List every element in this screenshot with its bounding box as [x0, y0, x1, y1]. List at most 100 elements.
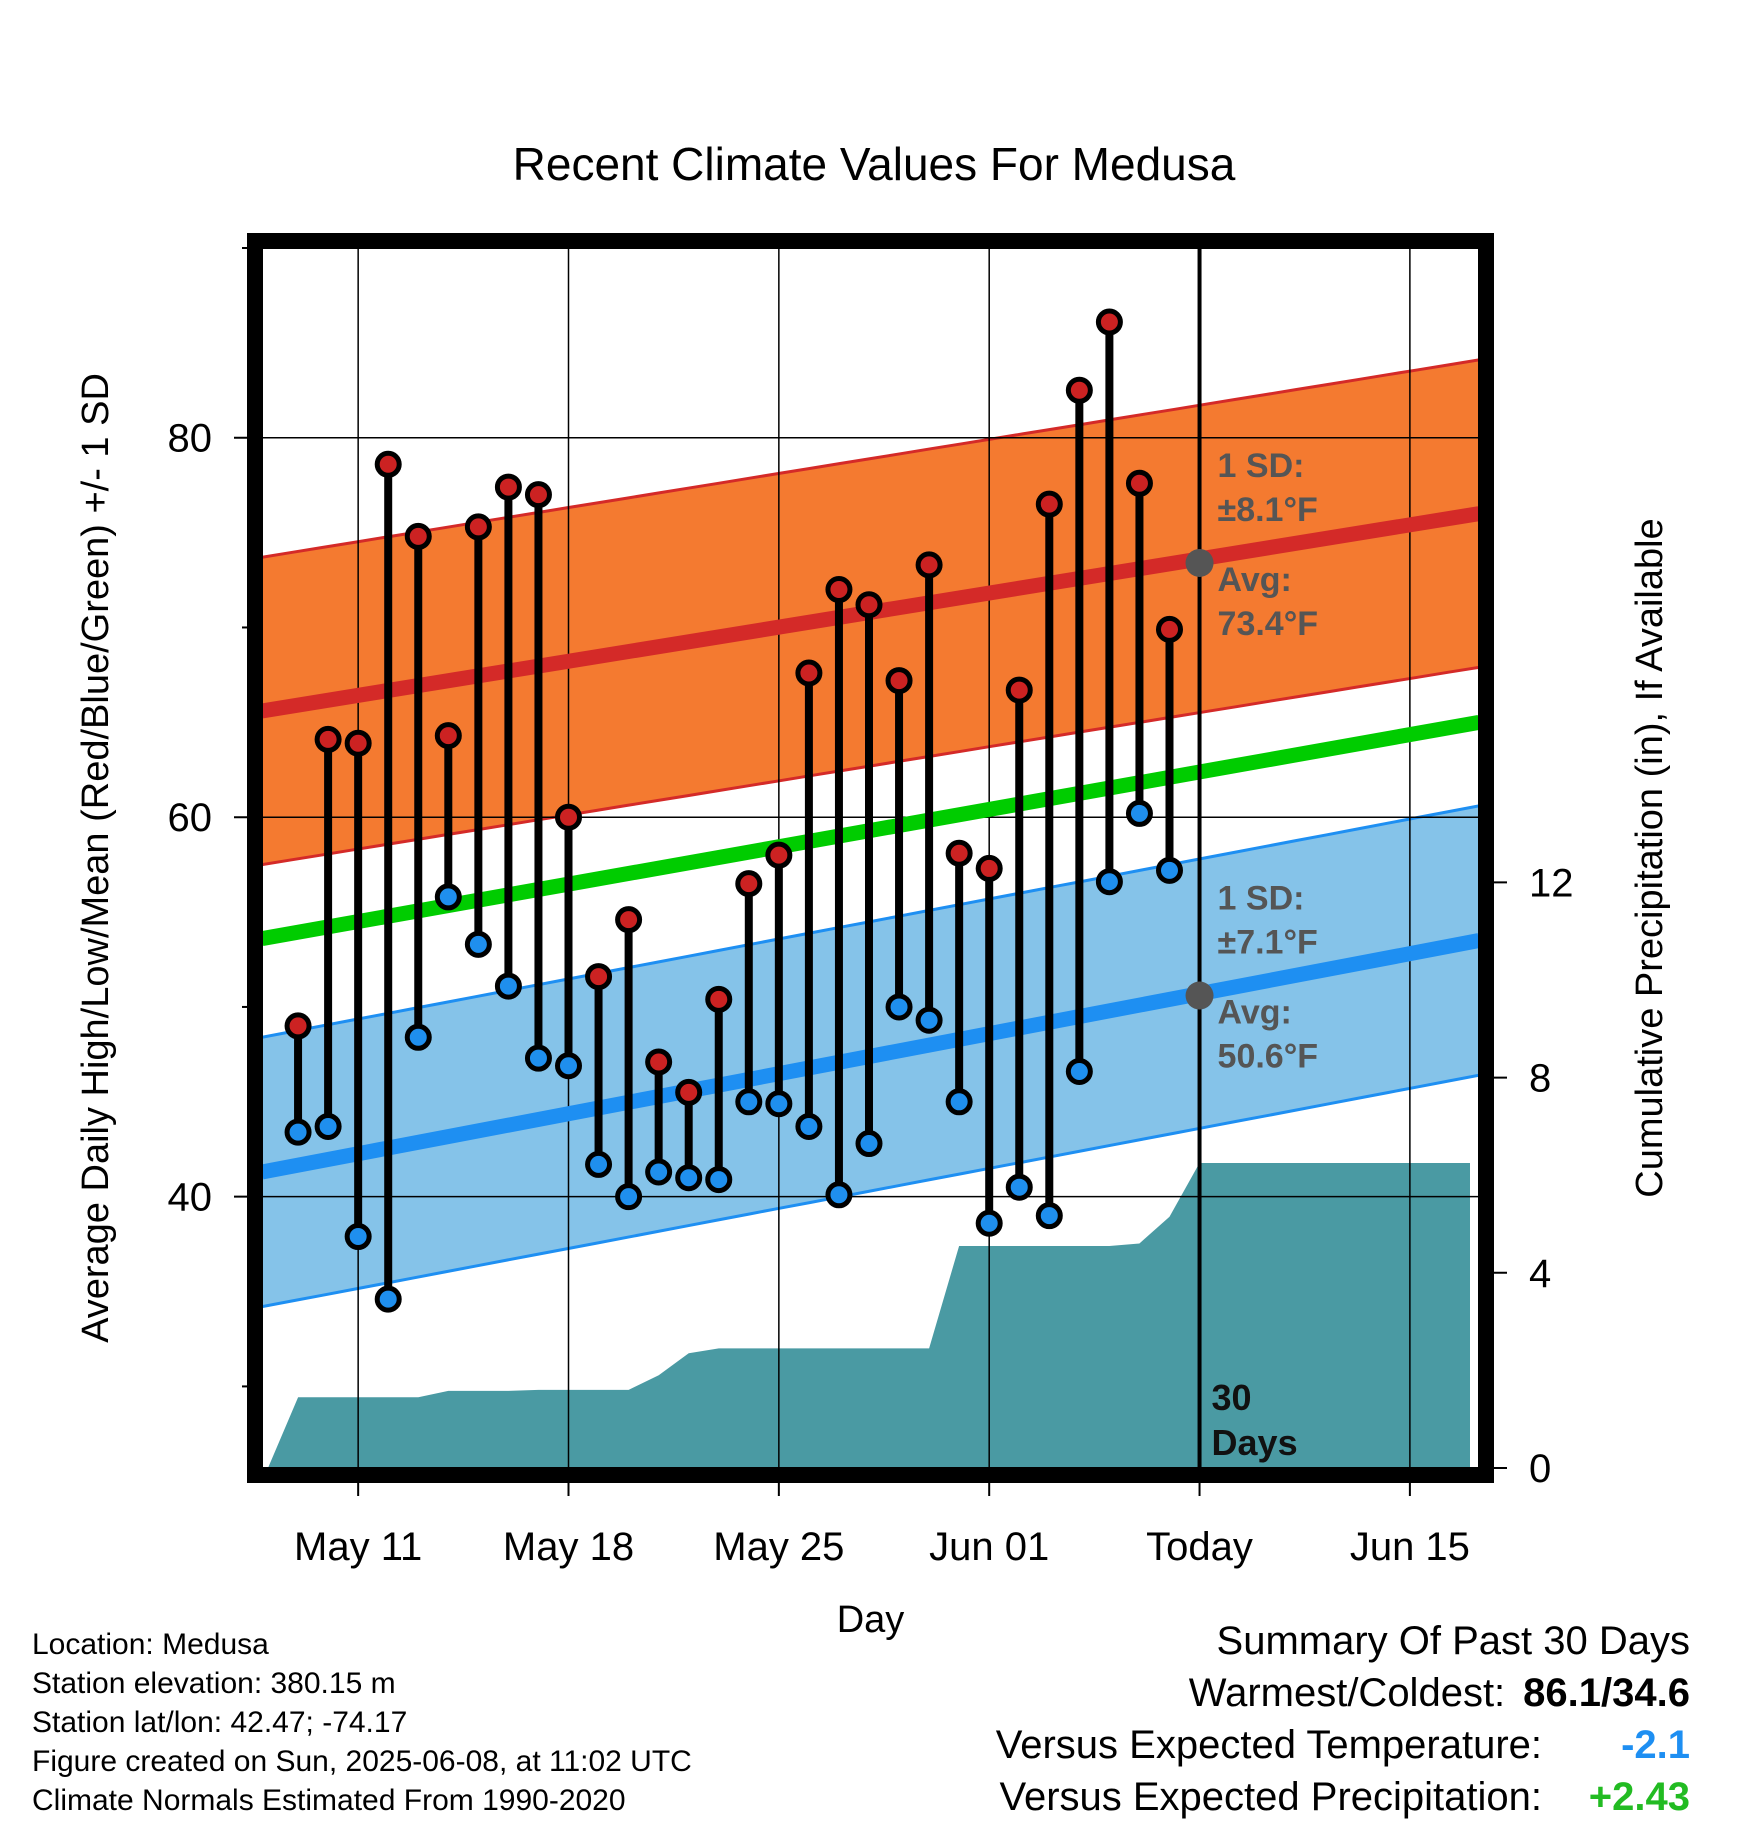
y-axis-label: Average Daily High/Low/Mean (Red/Blue/Gr… [75, 373, 117, 1343]
high-point-25 [765, 841, 793, 869]
high-point-10 [314, 725, 342, 753]
precip-label: Versus Expected Precipitation: [999, 1775, 1542, 1819]
high-point-29 [885, 667, 913, 695]
high-point-14 [434, 722, 462, 750]
y2-tick-label-3: 12 [1529, 861, 1574, 905]
low-avg-value: 50.6°F [1218, 1038, 1319, 1076]
high-point-19 [585, 963, 613, 991]
x-axis-label: Day [837, 1599, 905, 1641]
warmest-value: 86.1/34.6 [1523, 1671, 1690, 1715]
y2-tick-label-0: 0 [1529, 1447, 1551, 1491]
low-point-16 [494, 972, 522, 1000]
y-tick-label-2: 80 [168, 417, 213, 461]
low-point-9 [284, 1118, 312, 1146]
high-sd-label: 1 SD: [1218, 447, 1305, 485]
low-point-12 [374, 1285, 402, 1313]
precip-value: +2.43 [1588, 1775, 1690, 1819]
high-point-38 [1155, 615, 1183, 643]
low-point-36 [1095, 868, 1123, 896]
low-point-23 [705, 1166, 733, 1194]
low-point-20 [615, 1183, 643, 1211]
low-point-13 [404, 1023, 432, 1051]
normals-text: Climate Normals Estimated From 1990-2020 [32, 1784, 626, 1817]
summary-heading: Summary Of Past 30 Days [1216, 1619, 1690, 1663]
low-point-10 [314, 1112, 342, 1140]
y2-tick-label-1: 4 [1529, 1252, 1551, 1296]
high-point-21 [645, 1048, 673, 1076]
window-number: 30 [1212, 1377, 1252, 1418]
low-point-11 [344, 1223, 372, 1251]
chart-title: Recent Climate Values For Medusa [513, 138, 1236, 190]
axes: May 11 May 18 May 25 Jun 01 Today Jun 15Day40… [75, 233, 1671, 1641]
latlon-text: Station lat/lon: 42.47; -74.17 [32, 1706, 408, 1739]
high-point-27 [825, 576, 853, 604]
low-sd-value: ±7.1°F [1218, 924, 1318, 962]
x-tick-label-1: May 18 [503, 1525, 634, 1569]
high-sd-upper-edge [262, 358, 1479, 559]
high-point-9 [284, 1012, 312, 1040]
y2-tick-label-2: 8 [1529, 1057, 1551, 1101]
low-point-14 [434, 883, 462, 911]
high-point-12 [374, 450, 402, 478]
high-point-37 [1125, 469, 1153, 497]
low-point-15 [464, 930, 492, 958]
y2-axis-label: Cumulative Precipitation (in), If Availa… [1629, 518, 1671, 1197]
low-point-24 [735, 1088, 763, 1116]
plot-frame [247, 233, 1494, 1483]
high-point-35 [1065, 376, 1093, 404]
low-point-38 [1155, 856, 1183, 884]
x-tick-label-3: Jun 01 [929, 1525, 1049, 1569]
high-point-22 [675, 1078, 703, 1106]
high-point-32 [975, 854, 1003, 882]
low-point-19 [585, 1150, 613, 1178]
x-tick-label-2: May 25 [713, 1525, 844, 1569]
station-info: Location: Medusa Station elevation: 380.… [32, 1625, 692, 1820]
high-point-15 [464, 513, 492, 541]
high-sd-value: ±8.1°F [1218, 491, 1318, 529]
low-sd-lower-edge [262, 1073, 1479, 1309]
high-avg-today-dot [1185, 548, 1214, 577]
high-point-30 [915, 551, 943, 579]
summary-temp-row: Versus Expected Temperature: -2.1 [996, 1719, 1690, 1771]
low-point-26 [795, 1112, 823, 1140]
plot-area [262, 248, 1479, 1468]
high-point-20 [615, 906, 643, 934]
high-point-28 [855, 591, 883, 619]
window-unit: Days [1212, 1422, 1298, 1463]
summary-warmest-row: Warmest/Coldest: 86.1/34.6 [996, 1667, 1690, 1719]
low-sd-label: 1 SD: [1218, 880, 1305, 918]
high-point-34 [1035, 490, 1063, 518]
x-tick-label-0: May 11 [294, 1525, 422, 1569]
low-avg-label: Avg: [1218, 994, 1292, 1032]
low-point-25 [765, 1090, 793, 1118]
y-tick-label-1: 60 [168, 796, 213, 840]
high-point-18 [555, 803, 583, 831]
summary-precip-row: Versus Expected Precipitation: +2.43 [996, 1771, 1690, 1823]
high-point-13 [404, 522, 432, 550]
high-avg-value: 73.4°F [1218, 605, 1319, 643]
low-point-17 [524, 1044, 552, 1072]
low-point-31 [945, 1088, 973, 1116]
elevation-text: Station elevation: 380.15 m [32, 1667, 396, 1700]
high-point-26 [795, 659, 823, 687]
low-point-18 [555, 1052, 583, 1080]
annotations: 1 SD: ±8.1°F Avg: 73.4°F 1 SD: ±7.1°F Avg: 50.6… [1185, 447, 1319, 1463]
temp-value: -2.1 [1621, 1723, 1690, 1767]
high-point-36 [1095, 308, 1123, 336]
high-avg-label: Avg: [1218, 561, 1292, 599]
created-text: Figure created on Sun, 2025-06-08, at 11… [32, 1745, 692, 1778]
x-tick-label-5: Jun 15 [1350, 1525, 1470, 1569]
y-tick-label-0: 40 [168, 1176, 213, 1220]
low-point-30 [915, 1006, 943, 1034]
high-point-23 [705, 985, 733, 1013]
temp-label: Versus Expected Temperature: [995, 1723, 1542, 1767]
low-point-22 [675, 1164, 703, 1192]
high-point-11 [344, 729, 372, 757]
warmest-label: Warmest/Coldest: [1188, 1671, 1506, 1715]
high-point-24 [735, 870, 763, 898]
low-point-34 [1035, 1202, 1063, 1230]
high-point-31 [945, 839, 973, 867]
low-point-37 [1125, 799, 1153, 827]
high-point-17 [524, 481, 552, 509]
